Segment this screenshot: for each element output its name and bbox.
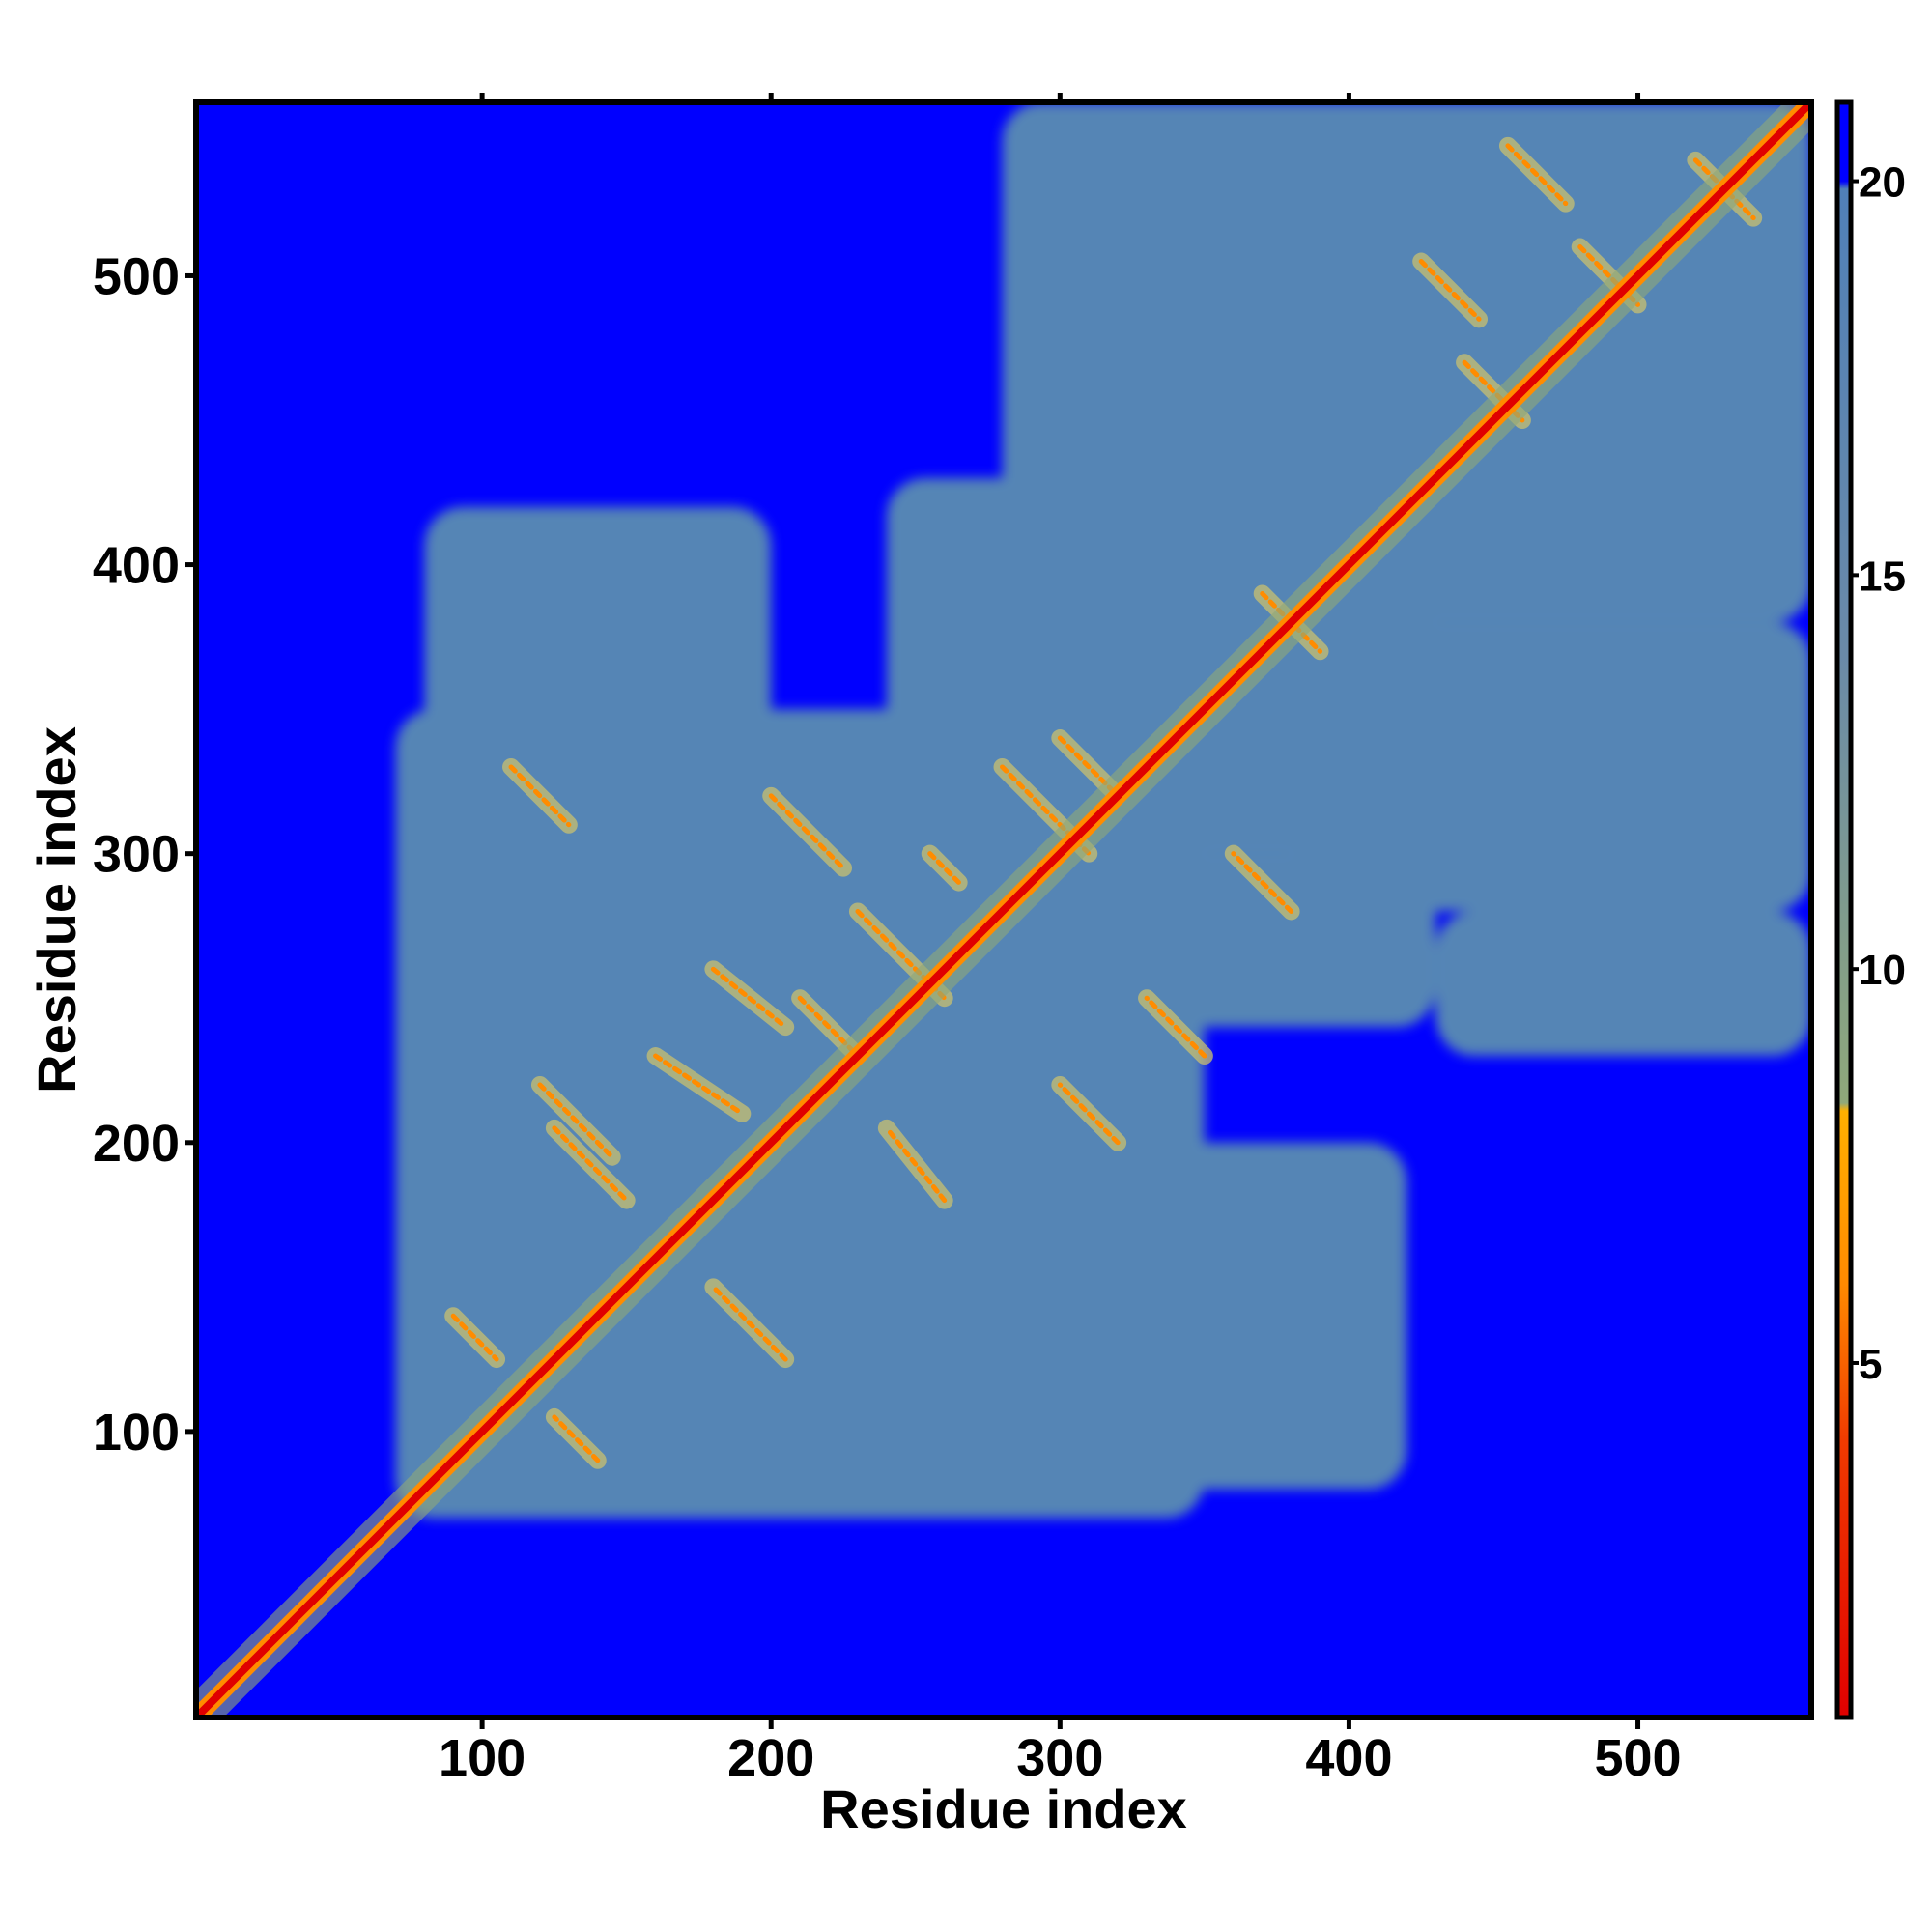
contact-core — [552, 1125, 630, 1204]
intermediate-region — [424, 506, 772, 767]
contact-core — [710, 1284, 788, 1362]
contact-core — [552, 1414, 601, 1463]
contact-core — [710, 966, 788, 1030]
contact-core — [768, 793, 846, 871]
y-axis-ticks: 100 200 300 400 500 — [93, 247, 196, 1462]
y-tick-label: 100 — [93, 1404, 180, 1462]
contact-core — [450, 1313, 499, 1362]
y-tick-label: 200 — [93, 1115, 180, 1173]
contact-core — [927, 851, 962, 886]
contact-core — [1231, 851, 1294, 914]
intermediate-region — [1147, 1142, 1407, 1490]
colorbar-ticks: 5 10 15 20 — [1851, 159, 1906, 1388]
colorbar-tick-label: 15 — [1859, 553, 1906, 600]
diagonal-band — [196, 102, 1811, 1718]
contact-core — [653, 1053, 745, 1117]
y-tick-label: 400 — [93, 537, 180, 595]
colorbar: 5 10 15 20 — [1834, 99, 1906, 1720]
x-axis-title: Residue index — [820, 1778, 1187, 1839]
x-tick-label: 100 — [439, 1729, 526, 1787]
x-tick-label: 300 — [1016, 1729, 1103, 1787]
diagonal-core — [196, 102, 1811, 1718]
colorbar-tick-label: 10 — [1859, 947, 1906, 994]
contact-core — [1144, 995, 1208, 1059]
intermediate-region — [1435, 911, 1811, 1057]
y-tick-label: 500 — [93, 247, 180, 305]
x-tick-label: 200 — [727, 1729, 814, 1787]
contact-core — [537, 1082, 615, 1160]
y-tick-label: 300 — [93, 826, 180, 884]
colorbar-tick-label: 5 — [1859, 1341, 1882, 1388]
heatmap-plot — [196, 102, 1811, 1718]
contact-core — [1057, 1082, 1121, 1146]
plot-frame — [193, 99, 1814, 1720]
x-tick-label: 400 — [1305, 1729, 1392, 1787]
x-tick-label: 500 — [1594, 1729, 1681, 1787]
colorbar-bar — [1834, 99, 1854, 1720]
contact-core — [1418, 259, 1482, 322]
contact-core — [508, 764, 572, 828]
colorbar-tick-label: 20 — [1859, 159, 1906, 207]
intermediate-region — [1291, 622, 1811, 912]
contact-bands — [444, 136, 1763, 1469]
y-axis-title: Residue index — [26, 726, 87, 1094]
contact-core — [884, 1125, 948, 1204]
contact-core — [1505, 143, 1569, 207]
x-axis-ticks: 100 200 300 400 500 — [439, 93, 1682, 1787]
